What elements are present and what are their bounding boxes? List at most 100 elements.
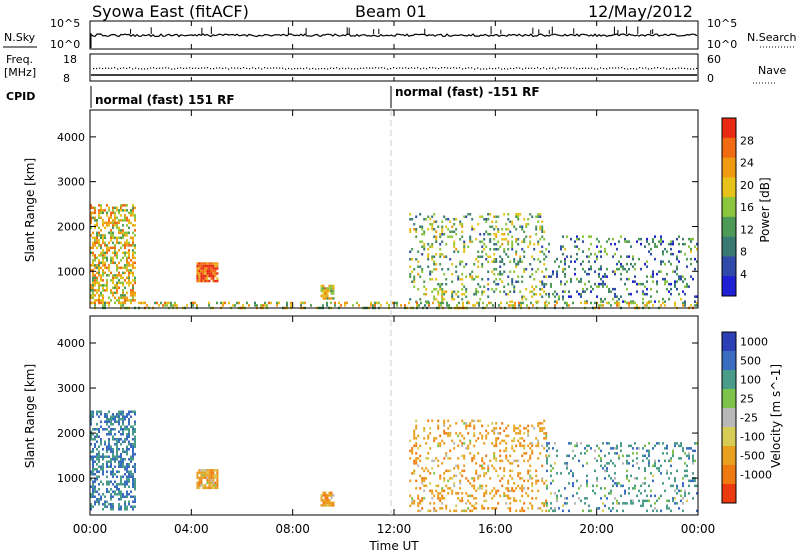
range-cell — [102, 470, 104, 473]
nave-point — [213, 68, 215, 70]
range-cell — [690, 240, 692, 243]
range-cell — [656, 509, 658, 513]
range-cell — [242, 304, 244, 307]
range-cell — [521, 484, 524, 488]
range-cell — [523, 255, 526, 258]
range-cell — [114, 224, 116, 227]
range-cell — [506, 301, 508, 305]
range-cell — [443, 215, 446, 218]
range-cell — [122, 304, 124, 307]
range-cell — [487, 260, 490, 263]
range-cell — [204, 471, 207, 475]
range-cell — [620, 235, 622, 238]
range-cell — [415, 437, 418, 440]
range-cell — [543, 419, 546, 423]
range-cell — [106, 483, 108, 486]
nave-point — [177, 67, 179, 69]
range-cell — [548, 447, 550, 450]
range-cell — [130, 458, 132, 461]
range-cell — [680, 250, 682, 253]
range-cell — [114, 211, 116, 215]
range-cell — [122, 291, 124, 295]
range-cell — [686, 285, 688, 288]
range-cell — [618, 260, 620, 263]
range-cell — [423, 245, 426, 248]
range-cell — [531, 268, 534, 271]
range-cell — [124, 214, 126, 217]
range-cell — [537, 268, 540, 271]
range-cell — [124, 279, 126, 282]
range-cell — [122, 281, 124, 285]
range-cell — [118, 448, 120, 451]
range-cell — [417, 494, 420, 498]
range-cell — [457, 492, 460, 495]
range-cell — [616, 267, 618, 271]
range-cell — [134, 214, 136, 217]
range-cell — [600, 304, 602, 307]
range-cell — [108, 465, 110, 468]
range-cell — [132, 450, 134, 453]
nave-point — [321, 67, 323, 70]
range-cell — [96, 428, 98, 431]
range-cell — [112, 231, 114, 235]
range-cell — [120, 206, 122, 210]
range-cell — [507, 482, 510, 485]
range-cell — [132, 209, 134, 212]
range-cell — [276, 304, 278, 307]
range-cell — [686, 469, 688, 473]
range-cell — [98, 231, 100, 235]
range-cell — [676, 287, 678, 291]
range-cell — [642, 504, 644, 508]
range-cell — [525, 235, 528, 238]
range-cell — [604, 297, 606, 301]
range-cell — [475, 293, 478, 296]
range-cell — [626, 474, 628, 478]
range-cell — [588, 260, 590, 263]
range-cell — [461, 499, 464, 503]
nave-point — [159, 67, 161, 69]
xtick-label: 00:00 — [73, 522, 108, 536]
range-cell — [473, 454, 476, 458]
range-cell — [210, 264, 213, 268]
range-cell — [686, 499, 688, 503]
range-cell — [421, 482, 424, 485]
range-cell — [606, 285, 608, 288]
nsky-tick-top: 10^5 — [50, 17, 80, 30]
range-cell — [467, 213, 470, 216]
range-cell — [628, 444, 630, 448]
range-cell — [644, 262, 646, 266]
range-cell — [517, 439, 520, 443]
range-cell — [423, 230, 426, 233]
range-cell — [505, 502, 508, 505]
range-cell — [562, 245, 564, 248]
range-cell — [515, 499, 518, 503]
range-cell — [531, 215, 534, 218]
range-cell — [628, 487, 630, 490]
range-cell — [461, 223, 464, 226]
nave-point — [561, 67, 563, 69]
range-cell — [586, 300, 588, 303]
range-cell — [684, 494, 686, 498]
range-cell — [652, 270, 654, 273]
range-cell — [678, 250, 680, 253]
range-cell — [489, 225, 492, 228]
range-cell — [686, 265, 688, 268]
range-cell — [442, 301, 444, 305]
nave-point — [204, 67, 206, 69]
range-cell — [461, 469, 464, 473]
range-cell — [122, 460, 124, 463]
range-cell — [514, 301, 516, 305]
range-cell — [527, 218, 530, 221]
range-cell — [511, 444, 514, 448]
range-cell — [132, 465, 134, 468]
range-cell — [130, 475, 132, 478]
range-cell — [439, 243, 442, 246]
range-cell — [98, 428, 100, 431]
nave-point — [372, 67, 374, 69]
range-cell — [604, 275, 606, 278]
range-cell — [509, 497, 512, 500]
range-cell — [94, 435, 96, 438]
range-cell — [328, 504, 331, 507]
range-cell — [628, 267, 630, 271]
range-cell — [112, 261, 114, 265]
